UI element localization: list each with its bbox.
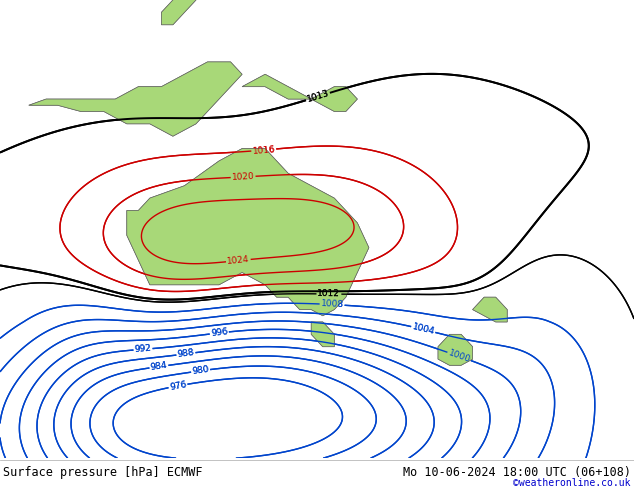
Text: 988: 988	[177, 348, 195, 359]
Polygon shape	[29, 62, 242, 136]
Text: 1004: 1004	[411, 322, 436, 337]
Text: 1012: 1012	[318, 290, 340, 298]
Text: 1008: 1008	[320, 299, 344, 310]
Polygon shape	[127, 148, 369, 316]
Text: 1016: 1016	[252, 145, 276, 155]
Text: 1012: 1012	[318, 290, 340, 298]
Text: ©weatheronline.co.uk: ©weatheronline.co.uk	[514, 478, 631, 489]
Polygon shape	[438, 334, 472, 365]
Text: 1020: 1020	[231, 172, 255, 182]
Polygon shape	[242, 74, 358, 111]
Polygon shape	[162, 0, 196, 25]
Text: 980: 980	[191, 365, 210, 376]
Polygon shape	[472, 297, 507, 322]
Text: 1008: 1008	[320, 299, 344, 310]
Text: 1000: 1000	[447, 348, 472, 365]
Text: 1000: 1000	[447, 348, 472, 365]
Text: 1024: 1024	[226, 255, 250, 266]
Text: 980: 980	[191, 365, 210, 376]
Text: 996: 996	[210, 327, 228, 339]
Polygon shape	[472, 297, 507, 322]
Polygon shape	[127, 148, 369, 316]
Text: 976: 976	[169, 380, 187, 392]
Polygon shape	[438, 334, 472, 365]
Text: 1020: 1020	[231, 172, 255, 182]
Polygon shape	[29, 62, 242, 136]
Text: 976: 976	[169, 380, 187, 392]
Text: Mo 10-06-2024 18:00 UTC (06+108): Mo 10-06-2024 18:00 UTC (06+108)	[403, 466, 631, 479]
Text: 984: 984	[150, 361, 168, 372]
Text: 1013: 1013	[306, 89, 330, 104]
Text: 1024: 1024	[226, 255, 250, 266]
Text: 984: 984	[150, 361, 168, 372]
Text: 992: 992	[134, 344, 152, 354]
Polygon shape	[311, 322, 334, 347]
Text: 1013: 1013	[306, 89, 330, 104]
Polygon shape	[242, 74, 358, 111]
Text: Surface pressure [hPa] ECMWF: Surface pressure [hPa] ECMWF	[3, 466, 203, 479]
Polygon shape	[162, 0, 196, 25]
Text: 1004: 1004	[411, 322, 436, 337]
Text: 988: 988	[177, 348, 195, 359]
Text: 992: 992	[134, 344, 152, 354]
Polygon shape	[311, 322, 334, 347]
Text: 996: 996	[210, 327, 228, 339]
Text: 1016: 1016	[252, 145, 276, 155]
